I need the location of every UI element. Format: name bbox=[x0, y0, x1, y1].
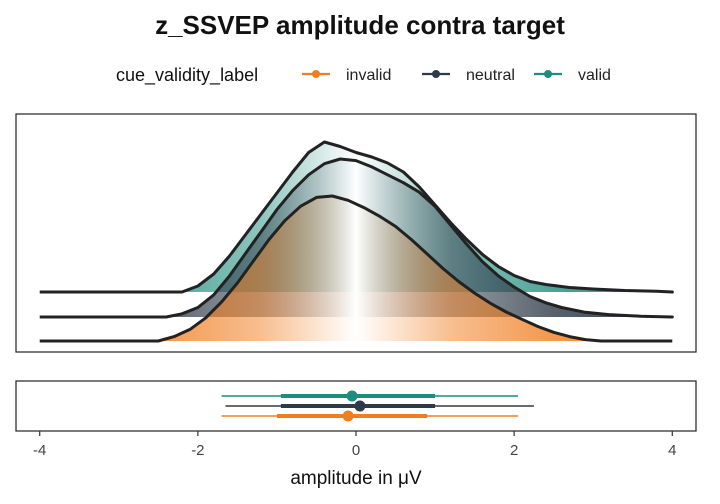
legend-key-point bbox=[544, 70, 552, 78]
legend-item-valid: valid bbox=[534, 67, 611, 84]
x-tick-label: -4 bbox=[33, 442, 46, 459]
x-tick-label: -2 bbox=[191, 442, 204, 459]
legend-label: invalid bbox=[346, 67, 391, 84]
x-tick-label: 2 bbox=[510, 442, 518, 459]
legend-item-invalid: invalid bbox=[302, 67, 391, 84]
interval-point bbox=[354, 400, 366, 412]
chart-title: z_SSVEP amplitude contra target bbox=[155, 10, 565, 40]
interval-neutral bbox=[225, 400, 534, 412]
density-outline-valid bbox=[39, 140, 674, 294]
legend-items: invalid neutral valid bbox=[302, 67, 611, 84]
legend-item-neutral: neutral bbox=[422, 67, 515, 84]
legend-title: cue_validity_label bbox=[116, 65, 258, 86]
interval-point bbox=[342, 410, 354, 422]
density-outline-invalid bbox=[39, 194, 673, 343]
legend-key-point bbox=[432, 70, 440, 78]
x-tick-label: 4 bbox=[668, 442, 676, 459]
x-axis: -4 -2 0 2 4 bbox=[33, 431, 676, 459]
interval-layer bbox=[221, 390, 534, 422]
density-outline-neutral bbox=[39, 157, 674, 319]
legend-key-point bbox=[312, 70, 320, 78]
legend-label: valid bbox=[578, 67, 611, 84]
density-layer bbox=[39, 140, 674, 343]
legend-label: neutral bbox=[466, 67, 515, 84]
legend: cue_validity_label invalid neutral valid bbox=[116, 65, 611, 86]
x-axis-title: amplitude in μV bbox=[290, 468, 422, 489]
interval-invalid bbox=[221, 410, 519, 422]
interval-valid bbox=[221, 390, 519, 402]
x-tick-label: 0 bbox=[352, 442, 360, 459]
interval-point bbox=[346, 390, 358, 402]
